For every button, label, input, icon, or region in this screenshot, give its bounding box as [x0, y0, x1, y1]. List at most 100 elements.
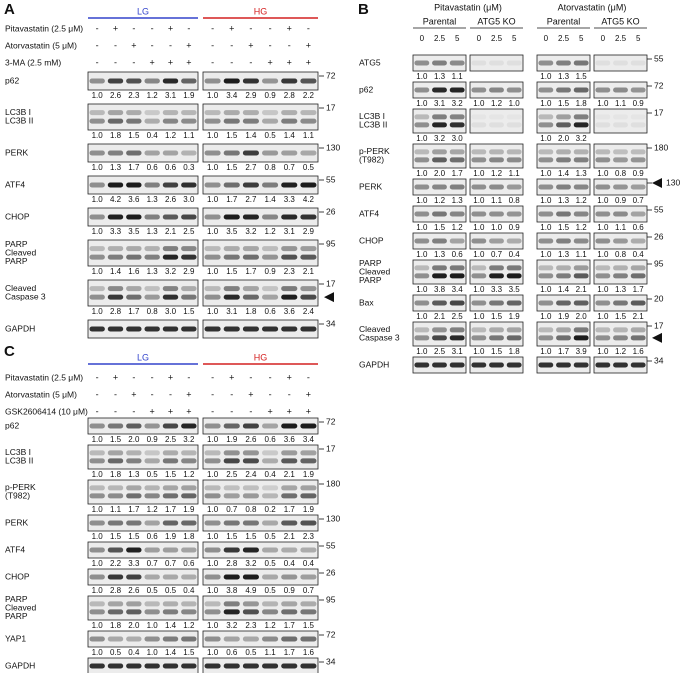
band: [538, 149, 554, 155]
quant-value: 1.1: [615, 99, 627, 108]
band: [471, 87, 487, 93]
quant-value: 1.0: [597, 223, 609, 232]
band: [144, 150, 160, 156]
band: [107, 601, 124, 607]
blot-box: [202, 541, 319, 559]
quant-value: 1.4: [558, 169, 570, 178]
band: [573, 300, 589, 306]
band: [126, 520, 142, 526]
dose-label: 2.5: [491, 34, 503, 43]
band: [414, 238, 430, 244]
blot-label: LC3B II: [5, 456, 33, 466]
blot-box: [202, 175, 319, 195]
band: [595, 273, 611, 279]
band: [489, 60, 504, 66]
band: [204, 485, 221, 491]
treatment-sign: -: [249, 57, 252, 67]
band: [556, 87, 571, 93]
mw-label: 72: [654, 80, 664, 90]
band: [506, 60, 522, 66]
band: [107, 214, 124, 220]
blot-label: CHOP: [5, 571, 30, 581]
band: [107, 574, 124, 580]
band: [162, 118, 179, 124]
band: [613, 87, 628, 93]
band: [281, 458, 298, 464]
band: [89, 574, 105, 580]
quant-value: 1.3: [434, 72, 446, 81]
treatment-sign: -: [114, 406, 117, 416]
quant-value: 1.0: [416, 285, 428, 294]
quant-value: 2.5: [226, 470, 238, 479]
quant-value: 1.8: [183, 532, 195, 541]
quant-value: 1.1: [491, 196, 503, 205]
band: [281, 150, 298, 156]
band: [630, 335, 646, 341]
quant-value: 1.5: [558, 99, 570, 108]
quant-value: 4.2: [110, 195, 122, 204]
quant-value: 1.5: [245, 532, 257, 541]
header-label: Atorvastatin (μM): [558, 2, 627, 12]
band: [538, 362, 554, 368]
treatment-sign: -: [187, 23, 190, 33]
blot-box: [469, 232, 524, 250]
band: [630, 157, 646, 163]
band: [432, 149, 447, 155]
quant-value: 1.5: [434, 223, 446, 232]
band: [162, 636, 179, 642]
band: [181, 110, 197, 116]
band: [126, 150, 142, 156]
treatment-sign: -: [96, 406, 99, 416]
treatment-sign: -: [132, 23, 135, 33]
band: [595, 265, 611, 271]
quant-value: 1.5: [226, 163, 238, 172]
band: [107, 485, 124, 491]
treatment-sign: -: [151, 23, 154, 33]
band: [556, 157, 571, 163]
band: [262, 294, 279, 300]
quant-value: 2.1: [284, 470, 296, 479]
quant-value: 1.0: [92, 195, 104, 204]
band: [204, 636, 221, 642]
treatment-sign: +: [287, 406, 292, 416]
band: [144, 423, 160, 429]
blot-box: [87, 595, 199, 621]
band: [181, 485, 197, 491]
quant-value: 1.0: [207, 505, 219, 514]
quant-value: 1.0: [92, 470, 104, 479]
band: [181, 326, 197, 332]
band: [471, 327, 487, 333]
quant-value: 1.3: [576, 169, 588, 178]
band: [538, 60, 554, 66]
band: [630, 184, 646, 190]
quant-value: 1.2: [147, 505, 159, 514]
quant-value: 1.2: [265, 621, 277, 630]
blot-label: Bax: [359, 297, 374, 307]
subgroup-label: Parental: [547, 16, 581, 26]
band: [242, 450, 259, 456]
blot-box: [202, 207, 319, 227]
band: [126, 118, 142, 124]
band: [223, 547, 240, 553]
band: [107, 326, 124, 332]
quant-value: 1.0: [597, 347, 609, 356]
band: [414, 362, 430, 368]
mw-label: 130: [326, 142, 340, 152]
treatment-sign: -: [96, 389, 99, 399]
blot-box: [87, 319, 199, 339]
band: [181, 636, 197, 642]
blot-box: [87, 143, 199, 163]
band: [506, 362, 522, 368]
blot-box: [202, 595, 319, 621]
treatment-sign: +: [186, 389, 191, 399]
quant-value: 1.0: [540, 169, 552, 178]
band: [204, 150, 221, 156]
blot-box: [536, 143, 591, 169]
treatment-sign: -: [249, 406, 252, 416]
band: [281, 493, 298, 499]
band: [489, 184, 504, 190]
quant-value: 1.8: [245, 307, 257, 316]
blot-box: [536, 259, 591, 285]
treatment-sign: +: [168, 406, 173, 416]
band: [471, 184, 487, 190]
